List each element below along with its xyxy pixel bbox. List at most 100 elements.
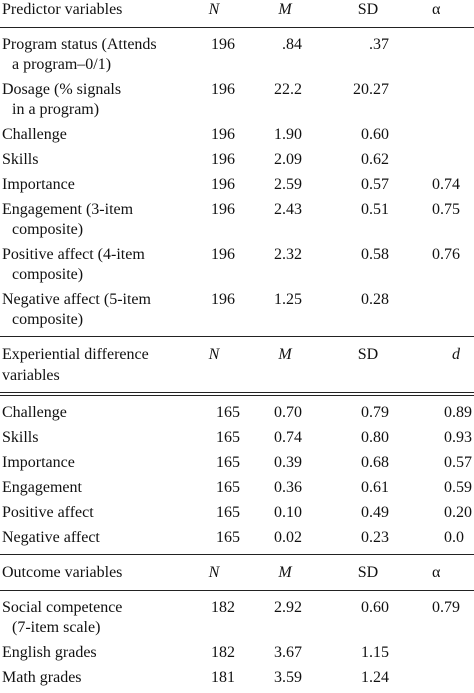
- header-sd: SD: [357, 564, 379, 581]
- cell-sd: 0.68: [361, 454, 389, 471]
- cell-last: 0.89: [444, 404, 472, 421]
- row-label: Negative affect: [2, 529, 100, 546]
- row-label: in a program): [12, 101, 100, 118]
- cell-sd: 0.60: [361, 126, 389, 143]
- header-sd: SD: [357, 346, 379, 363]
- cell-m: 3.59: [274, 669, 302, 686]
- header-last: α: [432, 564, 441, 581]
- cell-n: 196: [211, 176, 235, 193]
- section-rule: [0, 336, 474, 337]
- header-rule: [0, 590, 474, 591]
- cell-n: 196: [211, 81, 235, 98]
- header-label: Predictor variables: [2, 1, 123, 18]
- header-rule: [0, 392, 474, 393]
- header-n: N: [208, 564, 220, 581]
- cell-sd: 0.62: [361, 151, 389, 168]
- cell-m: 22.2: [274, 81, 302, 98]
- row-label: English grades: [2, 644, 97, 661]
- section-rule: [0, 554, 474, 555]
- cell-last: 0.75: [432, 201, 460, 218]
- row-label: Importance: [2, 176, 75, 193]
- cell-n: 196: [211, 201, 235, 218]
- row-label: Challenge: [2, 404, 67, 421]
- cell-sd: 0.80: [361, 429, 389, 446]
- header-sd: SD: [357, 1, 379, 18]
- cell-n: 196: [211, 291, 235, 308]
- cell-sd: 0.61: [361, 479, 389, 496]
- cell-sd: 0.28: [361, 291, 389, 308]
- header-label: Outcome variables: [2, 564, 123, 581]
- row-label: Challenge: [2, 126, 67, 143]
- row-label: Negative affect (5-item: [2, 291, 151, 308]
- cell-n: 165: [216, 404, 240, 421]
- cell-last: 0.57: [444, 454, 472, 471]
- row-label: Positive affect (4-item: [2, 246, 145, 263]
- cell-sd: 1.24: [361, 669, 389, 686]
- cell-last: 0.59: [444, 479, 472, 496]
- cell-n: 182: [211, 644, 235, 661]
- cell-n: 196: [211, 246, 235, 263]
- cell-last: 0.0: [444, 529, 464, 546]
- header-label: Experiential difference: [2, 346, 149, 363]
- header-m: M: [278, 1, 292, 18]
- cell-n: 196: [211, 36, 235, 53]
- cell-sd: 20.27: [353, 81, 389, 98]
- header-n: N: [208, 346, 220, 363]
- row-label: composite): [12, 266, 84, 283]
- row-label: Positive affect: [2, 504, 94, 521]
- row-label: (7-item scale): [12, 619, 101, 636]
- header-last: α: [432, 1, 441, 18]
- cell-n: 165: [216, 429, 240, 446]
- header-m: M: [278, 564, 292, 581]
- cell-m: 2.32: [274, 246, 302, 263]
- cell-sd: 1.15: [361, 644, 389, 661]
- cell-n: 165: [216, 529, 240, 546]
- cell-m: 2.43: [274, 201, 302, 218]
- cell-m: .84: [282, 36, 302, 53]
- cell-sd: 0.58: [361, 246, 389, 263]
- cell-m: 1.25: [274, 291, 302, 308]
- row-label: composite): [12, 221, 84, 238]
- row-label: Skills: [2, 429, 39, 446]
- cell-sd: 0.51: [361, 201, 389, 218]
- cell-m: 2.09: [274, 151, 302, 168]
- cell-sd: 0.23: [361, 529, 389, 546]
- cell-n: 181: [211, 669, 235, 686]
- row-label: Program status (Attends: [2, 36, 157, 53]
- row-label: Dosage (% signals: [2, 81, 122, 98]
- cell-n: 182: [211, 599, 235, 616]
- cell-n: 165: [216, 504, 240, 521]
- cell-sd: 0.57: [361, 176, 389, 193]
- cell-n: 196: [211, 151, 235, 168]
- cell-m: 2.92: [274, 599, 302, 616]
- cell-sd: 0.60: [361, 599, 389, 616]
- cell-m: 1.90: [274, 126, 302, 143]
- cell-last: 0.20: [444, 504, 472, 521]
- cell-m: 0.02: [274, 529, 302, 546]
- cell-n: 165: [216, 479, 240, 496]
- cell-last: 0.93: [444, 429, 472, 446]
- header-label: variables: [2, 367, 60, 384]
- header-n: N: [208, 1, 220, 18]
- header-m: M: [278, 346, 292, 363]
- row-label: Math grades: [2, 669, 82, 686]
- cell-sd: 0.79: [361, 404, 389, 421]
- cell-last: 0.79: [432, 599, 460, 616]
- cell-m: 0.10: [274, 504, 302, 521]
- cell-m: 0.39: [274, 454, 302, 471]
- cell-m: 3.67: [274, 644, 302, 661]
- cell-n: 165: [216, 454, 240, 471]
- cell-sd: 0.49: [361, 504, 389, 521]
- row-label: Importance: [2, 454, 75, 471]
- header-last: d: [452, 346, 460, 363]
- cell-m: 0.70: [274, 404, 302, 421]
- row-label: composite): [12, 311, 84, 328]
- row-label: a program–0/1): [12, 56, 112, 73]
- cell-m: 0.74: [274, 429, 302, 446]
- cell-m: 0.36: [274, 479, 302, 496]
- header-rule: [0, 395, 474, 396]
- row-label: Skills: [2, 151, 39, 168]
- row-label: Engagement (3-item: [2, 201, 134, 218]
- header-rule: [0, 27, 474, 28]
